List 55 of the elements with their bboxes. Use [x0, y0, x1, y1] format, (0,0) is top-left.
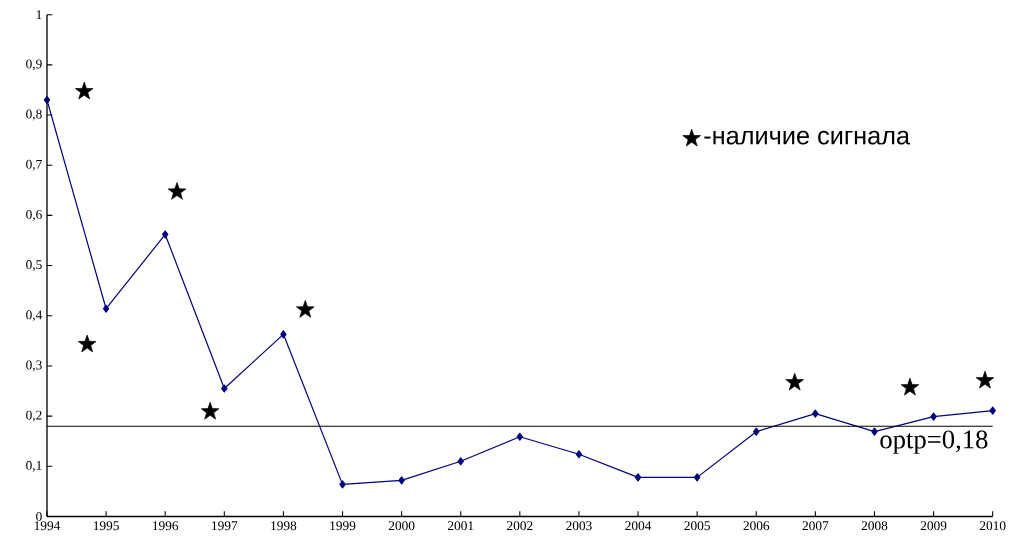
- point: [930, 412, 937, 421]
- x-tick-label: 2002: [507, 520, 533, 530]
- point: [200, 401, 220, 420]
- point: [221, 384, 228, 393]
- point: [43, 95, 51, 104]
- x-tick-label: 2007: [802, 520, 829, 530]
- point: [167, 181, 187, 200]
- point: [398, 476, 405, 485]
- point: [102, 304, 110, 313]
- x-tick-label: 1996: [153, 520, 179, 530]
- point: [975, 370, 995, 389]
- x-tick-label: 1995: [93, 520, 119, 530]
- point: [162, 230, 169, 239]
- x-tick-label: 2004: [625, 520, 652, 530]
- y-tick-label: 0,6: [26, 209, 42, 221]
- y-tick-label: 0,5: [26, 259, 42, 271]
- y-tick-label: 0,1: [26, 460, 42, 472]
- point: [457, 456, 464, 466]
- point: [871, 427, 878, 436]
- x-tick-label: 2009: [920, 520, 947, 530]
- y-tick-label: 0,8: [26, 109, 42, 121]
- point: [989, 406, 996, 415]
- point: [785, 372, 804, 391]
- y-tick-label: 0,4: [26, 310, 43, 321]
- y-tick-label: 1: [36, 10, 42, 19]
- point: [812, 409, 819, 418]
- point: [900, 377, 920, 396]
- x-tick-label: 2001: [447, 520, 474, 530]
- x-tick-label: 2006: [743, 520, 770, 530]
- x-tick-label: 1994: [34, 520, 61, 530]
- x-tick-label: 2005: [684, 520, 710, 530]
- ref-line-label: optp=0,18: [880, 430, 988, 454]
- x-tick-label: 1998: [271, 520, 297, 530]
- y-tick-label: 0,9: [26, 59, 42, 71]
- point: [693, 473, 701, 482]
- x-tick-label: 2010: [979, 520, 1006, 530]
- x-tick-label: 2000: [388, 520, 415, 530]
- point: [280, 330, 287, 339]
- x-tick-label: 1997: [212, 520, 238, 530]
- y-tick-label: 0,2: [26, 410, 42, 422]
- point: [516, 432, 524, 441]
- point: [575, 449, 583, 459]
- x-tick-label: 2008: [861, 520, 888, 530]
- point: [75, 81, 94, 100]
- point: [296, 299, 315, 318]
- x-tick-label: 1999: [330, 520, 356, 530]
- y-tick-label: 0,7: [26, 159, 42, 171]
- legend-label: -наличие сигнала: [704, 130, 911, 145]
- y-tick-label: 0,3: [26, 360, 42, 372]
- point: [753, 427, 760, 436]
- x-tick-label: 2003: [566, 520, 592, 530]
- point: [634, 473, 642, 482]
- y-tick-label: 0: [36, 511, 42, 521]
- point: [77, 334, 97, 353]
- point: [339, 480, 346, 489]
